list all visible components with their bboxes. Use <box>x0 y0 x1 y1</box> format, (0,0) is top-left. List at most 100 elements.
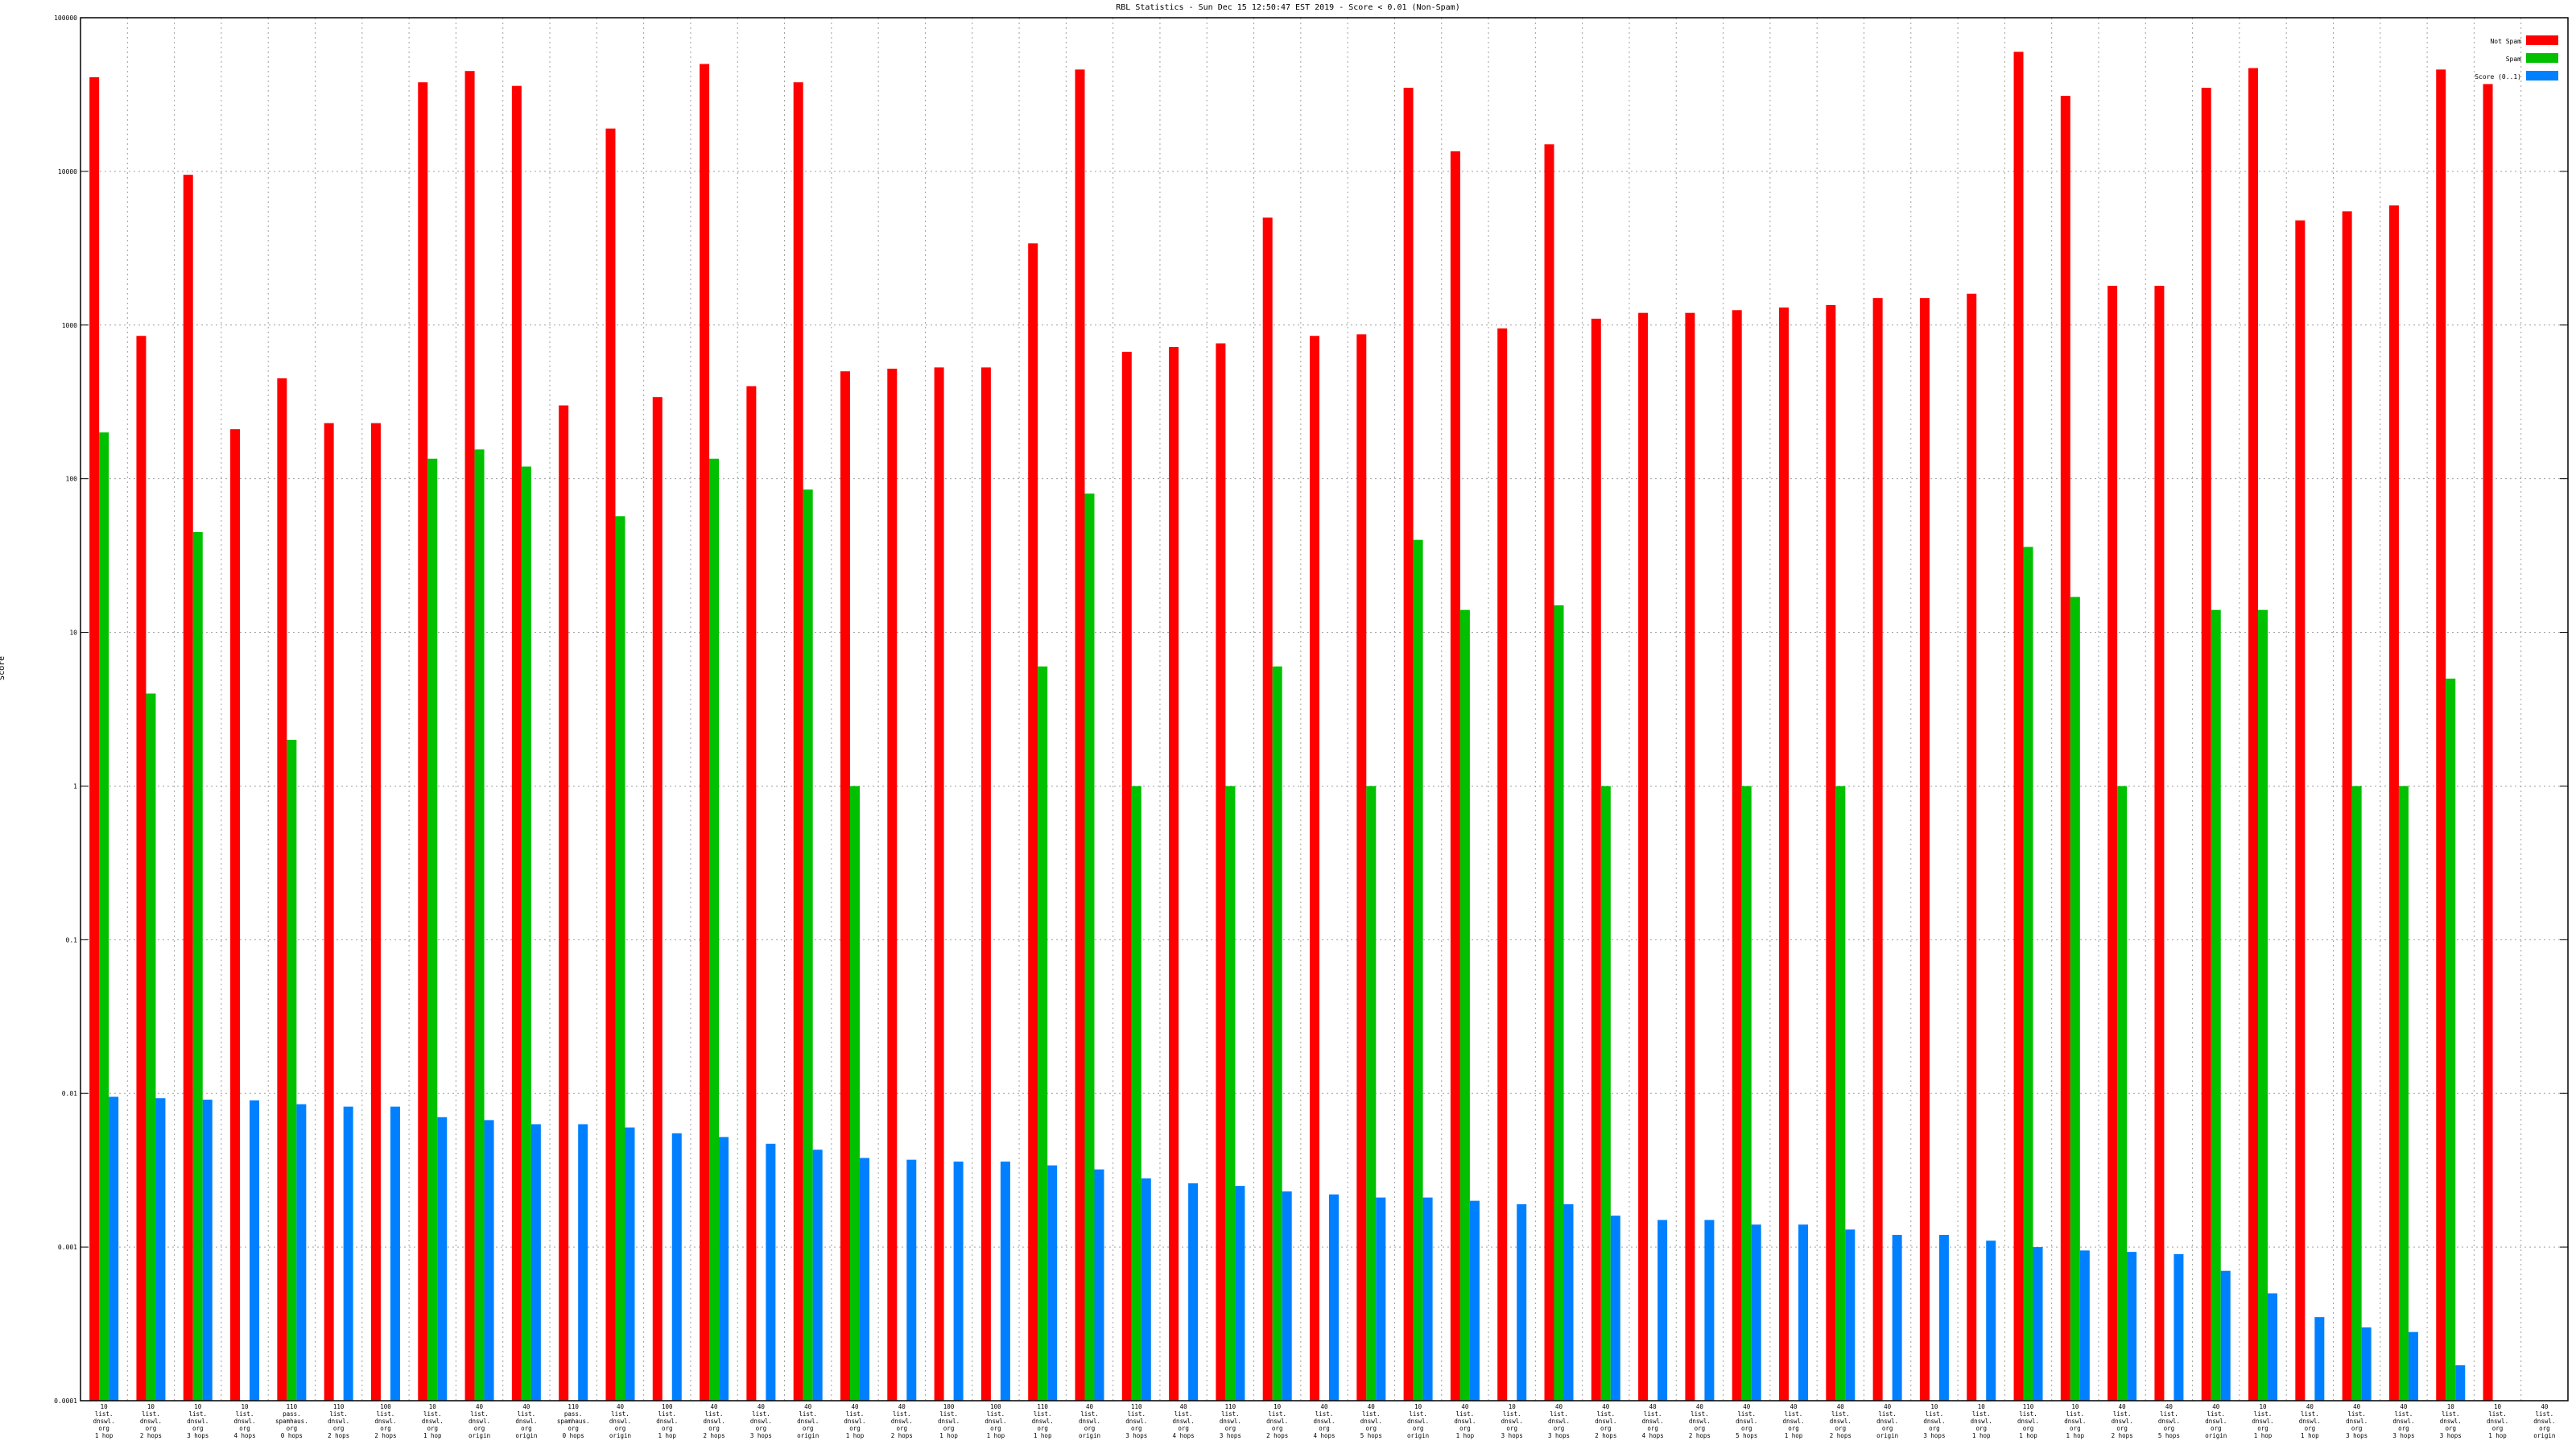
bar-not-spam <box>183 175 193 1401</box>
bar-not-spam <box>2107 286 2118 1402</box>
x-tick-label: 10 list. dnswl. org 3 hops <box>1501 1403 1523 1439</box>
x-tick-label: 10 list. dnswl. org 2 hops <box>1266 1403 1288 1439</box>
bar-not-spam <box>840 371 850 1401</box>
bar-score-0-1 <box>1422 1197 1433 1401</box>
x-tick-label: 40 list. dnswl. org 3 hops <box>2392 1403 2414 1439</box>
bar-score-0-1 <box>1376 1197 1386 1401</box>
x-tick-label: 40 list. dnswl. org origin <box>1079 1403 1100 1439</box>
bar-score-0-1 <box>1047 1165 1058 1401</box>
y-tick-label: 100 <box>66 476 78 483</box>
x-tick-label: 10 list. dnswl. org 1 hop <box>422 1403 444 1439</box>
x-tick-label: 10 list. dnswl. org 1 hop <box>2252 1403 2273 1439</box>
bar-spam <box>1272 666 1282 1401</box>
chart-title: RBL Statistics - Sun Dec 15 12:50:47 EST… <box>1116 3 1460 12</box>
bar-score-0-1 <box>1798 1224 1809 1401</box>
bar-score-0-1 <box>625 1127 635 1401</box>
bar-not-spam <box>746 386 757 1401</box>
x-tick-label: 110 pass. spamhaus. org 0 hops <box>275 1403 308 1439</box>
x-tick-label: 40 list. dnswl. org 1 hop <box>844 1403 865 1439</box>
bar-spam <box>1084 493 1095 1401</box>
bar-not-spam <box>1028 243 1038 1402</box>
bar-spam <box>474 449 485 1401</box>
bar-score-0-1 <box>109 1096 119 1401</box>
bar-score-0-1 <box>2408 1331 2418 1401</box>
bar-score-0-1 <box>2033 1247 2043 1401</box>
bar-not-spam <box>1685 312 1695 1401</box>
x-tick-label: 40 list. dnswl. org origin <box>469 1403 490 1439</box>
x-tick-label: 40 list. dnswl. org 5 hops <box>2158 1403 2180 1439</box>
bar-not-spam <box>2342 211 2352 1401</box>
x-tick-label: 40 list. dnswl. org 4 hops <box>1173 1403 1195 1439</box>
bar-not-spam <box>230 429 241 1401</box>
bar-score-0-1 <box>530 1124 541 1401</box>
x-tick-label: 100 list. dnswl. org 1 hop <box>938 1403 960 1439</box>
bar-not-spam <box>2388 205 2399 1402</box>
bar-score-0-1 <box>812 1150 823 1401</box>
bar-not-spam <box>1872 298 1883 1401</box>
bar-not-spam <box>1075 69 1085 1402</box>
y-tick-label: 0.1 <box>66 936 78 943</box>
bar-not-spam <box>1310 336 1319 1401</box>
bar-score-0-1 <box>2174 1253 2184 1401</box>
bar-spam <box>803 489 813 1401</box>
grid-lines <box>80 18 2568 1401</box>
bar-score-0-1 <box>1704 1220 1715 1401</box>
bar-score-0-1 <box>1986 1241 1996 1401</box>
bar-score-0-1 <box>1657 1220 1668 1401</box>
bar-spam <box>1038 666 1048 1401</box>
x-tick-label: 40 list. dnswl. org 4 hops <box>1642 1403 1664 1439</box>
x-tick-label: 40 list. dnswl. org 1 hop <box>1454 1403 1476 1439</box>
bar-not-spam <box>2060 96 2070 1402</box>
bar-spam <box>1225 786 1236 1401</box>
x-tick-label: 10 list. dnswl. org 4 hops <box>234 1403 256 1439</box>
x-tick-label: 110 list. dnswl. org 3 hops <box>1125 1403 1147 1439</box>
bar-not-spam <box>1262 217 1273 1401</box>
bar-score-0-1 <box>2314 1317 2325 1401</box>
bar-not-spam <box>2013 52 2024 1401</box>
bar-not-spam <box>980 367 991 1402</box>
bar-spam <box>2351 786 2362 1401</box>
bar-score-0-1 <box>2079 1250 2090 1401</box>
x-tick-label: 100 list. dnswl. org 1 hop <box>656 1403 678 1439</box>
x-tick-label: 40 list. dnswl. org origin <box>609 1403 631 1439</box>
x-tick-labels: 10 list. dnswl. org 1 hop 10 list. dnswl. org 2 h… <box>93 1403 2556 1439</box>
bar-not-spam <box>418 82 428 1402</box>
bar-spam <box>615 516 625 1401</box>
bar-score-0-1 <box>1282 1191 1292 1401</box>
bar-spam <box>849 786 860 1401</box>
bar-score-0-1 <box>1751 1224 1761 1401</box>
bar-not-spam <box>324 423 334 1401</box>
y-tick-label: 0.0001 <box>54 1397 77 1405</box>
bar-not-spam <box>136 336 147 1401</box>
bar-not-spam <box>605 128 616 1401</box>
bar-not-spam <box>2295 220 2306 1402</box>
x-tick-label: 10 list. dnswl. org 1 hop <box>2064 1403 2086 1439</box>
bar-spam <box>2023 547 2033 1402</box>
x-tick-label: 40 list. dnswl. org origin <box>1876 1403 1898 1439</box>
bar-not-spam <box>1497 328 1508 1402</box>
bar-score-0-1 <box>1469 1200 1480 1401</box>
y-tick-label: 100000 <box>54 14 77 22</box>
bar-score-0-1 <box>1845 1229 1856 1401</box>
bar-not-spam <box>1121 351 1132 1402</box>
x-tick-label: 40 list. dnswl. org 2 hops <box>704 1403 725 1439</box>
bar-not-spam <box>2436 69 2446 1402</box>
bar-not-spam <box>1216 343 1226 1401</box>
x-tick-label: 110 list. dnswl. org 1 hop <box>2017 1403 2039 1439</box>
bar-score-0-1 <box>719 1137 729 1401</box>
bar-not-spam <box>2201 88 2211 1401</box>
bar-not-spam <box>793 82 803 1402</box>
x-tick-label: 40 list. dnswl. org 3 hops <box>2346 1403 2368 1439</box>
bar-score-0-1 <box>484 1120 494 1401</box>
bar-score-0-1 <box>250 1100 260 1401</box>
bar-score-0-1 <box>1141 1178 1151 1401</box>
bar-score-0-1 <box>1188 1183 1199 1401</box>
bar-score-0-1 <box>2268 1293 2278 1401</box>
x-tick-label: 40 list. dnswl. org 2 hops <box>2112 1403 2133 1439</box>
bar-spam <box>2398 786 2409 1401</box>
x-tick-label: 40 list. dnswl. org 2 hops <box>891 1403 913 1439</box>
bar-not-spam <box>1779 308 1790 1402</box>
legend: Not Spam Spam Score (0..1) <box>2475 35 2558 80</box>
bar-score-0-1 <box>906 1159 917 1401</box>
bar-not-spam <box>1638 312 1649 1401</box>
